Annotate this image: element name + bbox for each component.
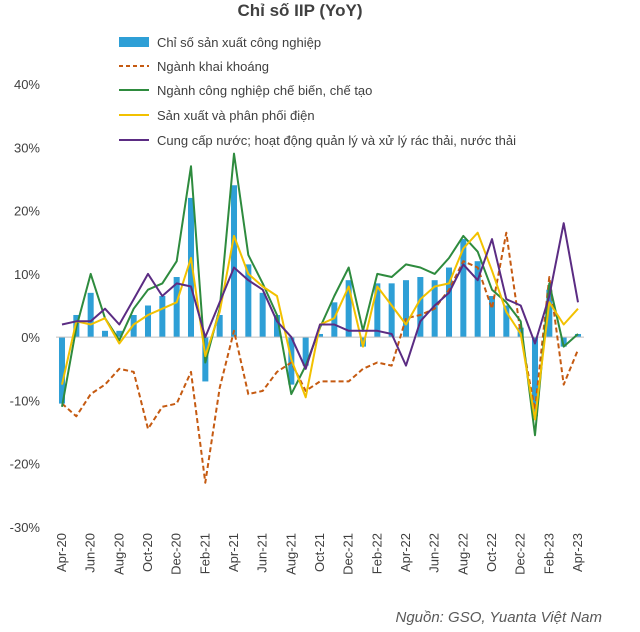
iip-bar bbox=[101, 330, 109, 338]
iip-bar bbox=[374, 283, 381, 338]
legend-swatch-iip bbox=[119, 37, 149, 47]
iip-bar bbox=[116, 330, 123, 338]
iip-bar bbox=[359, 337, 367, 347]
iip-bar bbox=[546, 289, 553, 338]
iip-bar bbox=[316, 333, 324, 338]
line-series bbox=[61, 152, 579, 484]
water-line bbox=[61, 222, 579, 370]
x-tick-label: Apr-22 bbox=[398, 533, 413, 572]
iip-bar bbox=[58, 337, 66, 404]
x-tick-label: Dec-22 bbox=[513, 533, 528, 575]
legend-label-mining: Ngành khai khoáng bbox=[157, 59, 269, 74]
y-tick-label: 30% bbox=[14, 140, 40, 155]
iip-bar bbox=[331, 302, 338, 338]
x-tick-label: Dec-21 bbox=[341, 533, 356, 575]
y-tick-label: 10% bbox=[14, 267, 40, 282]
x-tick-label: Dec-20 bbox=[169, 533, 184, 575]
y-tick-label: 0% bbox=[21, 330, 40, 345]
iip-bar bbox=[259, 292, 266, 338]
iip-bar bbox=[417, 277, 424, 338]
iip-bar bbox=[574, 333, 582, 338]
legend: Chỉ số sản xuất công nghiệp Ngành khai k… bbox=[119, 35, 516, 148]
x-tick-label: Apr-20 bbox=[54, 533, 69, 572]
iip-bar bbox=[230, 185, 238, 338]
y-tick-label: 40% bbox=[14, 77, 40, 92]
y-tick-label: -30% bbox=[10, 520, 41, 535]
x-tick-label: Jun-20 bbox=[83, 533, 98, 573]
source-note: Nguồn: GSO, Yuanta Việt Nam bbox=[395, 609, 602, 626]
legend-label-electricity: Sản xuất và phân phối điện bbox=[157, 108, 315, 123]
iip-bar bbox=[531, 337, 539, 417]
legend-label-manufacturing: Ngành công nghiệp chế biến, chế tạo bbox=[157, 83, 372, 98]
x-tick-label: Feb-23 bbox=[541, 533, 556, 574]
iip-bar bbox=[216, 314, 223, 338]
iip-bar bbox=[87, 292, 94, 338]
iip-bar bbox=[388, 283, 395, 338]
x-tick-label: Aug-20 bbox=[111, 533, 126, 575]
iip-bar bbox=[273, 314, 281, 338]
y-axis-labels: 40% 30% 20% 10% 0% -10% -20% -30% bbox=[10, 77, 41, 535]
iip-bar bbox=[402, 280, 410, 338]
y-tick-label: -10% bbox=[10, 393, 41, 408]
x-axis-labels: Apr-20 Jun-20 Aug-20 Oct-20 Dec-20 Feb-21 Apr-… bbox=[54, 533, 585, 575]
iip-bar bbox=[560, 337, 567, 347]
iip-bar bbox=[445, 267, 453, 338]
iip-bar bbox=[245, 264, 252, 338]
x-tick-label: Feb-21 bbox=[197, 533, 212, 574]
mining-line bbox=[61, 231, 579, 484]
y-tick-label: 20% bbox=[14, 204, 40, 219]
x-tick-label: Feb-22 bbox=[369, 533, 384, 574]
iip-bar bbox=[503, 305, 510, 338]
x-tick-label: Oct-21 bbox=[312, 533, 327, 572]
iip-bar bbox=[144, 305, 152, 338]
iip-bar bbox=[460, 239, 467, 338]
x-tick-label: Apr-21 bbox=[226, 533, 241, 572]
x-tick-label: Oct-20 bbox=[140, 533, 155, 572]
x-tick-label: Jun-22 bbox=[427, 533, 442, 573]
iip-bar bbox=[159, 296, 166, 338]
x-tick-label: Apr-23 bbox=[570, 533, 585, 572]
x-tick-label: Aug-22 bbox=[455, 533, 470, 575]
iip-bar bbox=[345, 280, 352, 338]
legend-label-iip: Chỉ số sản xuất công nghiệp bbox=[157, 35, 321, 50]
x-tick-label: Oct-22 bbox=[484, 533, 499, 572]
iip-bar bbox=[302, 337, 309, 366]
y-tick-label: -20% bbox=[10, 457, 41, 472]
x-tick-label: Jun-21 bbox=[255, 533, 270, 573]
legend-label-water: Cung cấp nước; hoạt động quản lý và xử l… bbox=[157, 133, 516, 148]
x-tick-label: Aug-21 bbox=[283, 533, 298, 575]
iip-bar bbox=[488, 296, 496, 338]
iip-bar bbox=[173, 277, 180, 338]
iip-bar bbox=[187, 197, 195, 338]
iip-bar bbox=[474, 261, 481, 338]
chart-title: Chỉ số IIP (YoY) bbox=[238, 1, 363, 20]
